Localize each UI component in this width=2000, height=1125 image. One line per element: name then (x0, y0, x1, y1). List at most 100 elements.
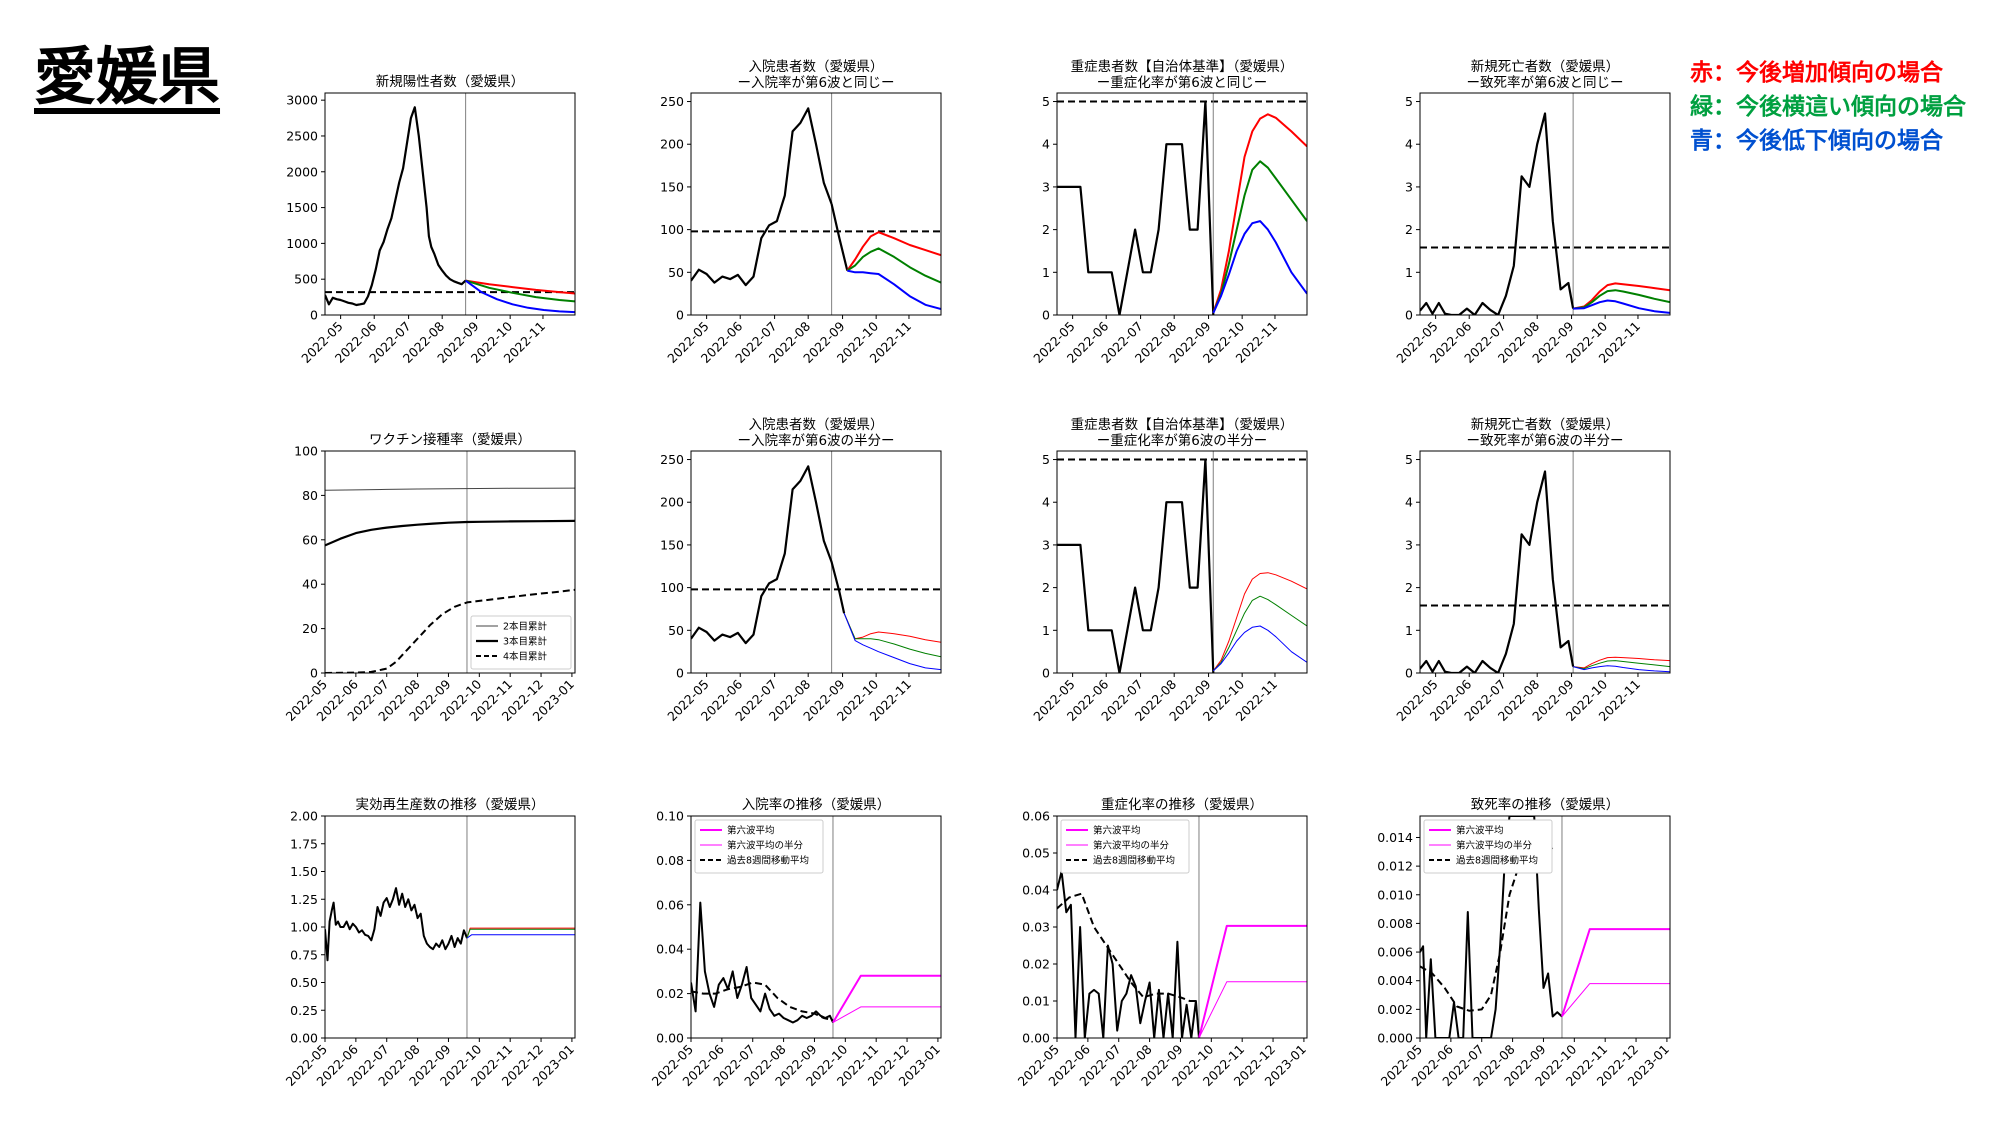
y-tick-label: 5 (1042, 452, 1050, 467)
y-tick-label: 2 (1042, 580, 1050, 595)
chart-title: 重症患者数【自治体基準】（愛媛県） (1071, 416, 1294, 433)
chart-title: 新規陽性者数（愛媛県） (376, 74, 525, 90)
series-line-1 (465, 279, 575, 295)
series-line-0 (325, 487, 575, 491)
y-tick-label: 0.00 (1022, 1031, 1050, 1046)
series-line-3 (1212, 625, 1307, 672)
chart-c34: 致死率の推移（愛媛県） 0.000 0.002 0.004 0.006 0.008 0.01… (1377, 796, 1672, 1089)
y-tick-label: 0 (1042, 666, 1050, 681)
y-tick-label: 0.02 (656, 986, 684, 1001)
plot-area (1057, 816, 1307, 1038)
y-tick-label: 0.10 (656, 809, 684, 824)
chart-title: 致死率の推移（愛媛県） (1471, 796, 1620, 813)
chart-c33: 重症化率の推移（愛媛県） 0.00 0.01 0.02 0.03 0.04 0.05 0.06… (1015, 796, 1309, 1089)
chart-title: 新規死亡者数（愛媛県） (1471, 417, 1620, 433)
chart-c22: 入院患者数（愛媛県）ー入院率が第6波の半分ー050100150200250202… (660, 417, 942, 724)
y-tick-label: 0 (310, 666, 318, 681)
y-tick-label: 0.03 (1022, 920, 1050, 935)
plot-frame (1056, 92, 1308, 316)
series-line-3 (846, 247, 941, 284)
y-tick-label: 2 (1405, 222, 1413, 237)
series-line-2 (466, 928, 575, 939)
series-line-2 (1198, 924, 1307, 1038)
chart-c11: 新規陽性者数（愛媛県）0500100015002000250030002022-… (286, 74, 576, 366)
plot-area (325, 816, 575, 1038)
series-line-4 (847, 269, 941, 310)
chart-c14: 新規死亡者数（愛媛県）ー致死率が第6波と同じー0123452022-052022… (1393, 59, 1671, 366)
plot-frame (690, 815, 942, 1039)
chart-legend: 2本目累計 3本目累計 4本目累計 (470, 615, 572, 670)
y-tick-label: 0.50 (290, 975, 318, 990)
chart-title: 入院患者数（愛媛県） (749, 417, 884, 433)
series-line-2 (1561, 928, 1670, 1017)
y-tick-label: 5 (1405, 452, 1413, 467)
y-tick-label: 0.004 (1377, 973, 1413, 988)
legend-label: 3本目累計 (503, 636, 548, 648)
legend-box (694, 819, 824, 874)
y-tick-label: 0.006 (1377, 945, 1413, 960)
y-tick-label: 80 (302, 488, 318, 503)
series-line-2 (832, 974, 941, 1024)
y-tick-label: 0 (1405, 308, 1413, 323)
series-line-2 (843, 613, 941, 658)
chart-title: 入院患者数（愛媛県） (749, 59, 884, 75)
plot-frame (1419, 450, 1671, 674)
y-tick-label: 4 (1405, 495, 1413, 510)
legend-label: 第六波平均の半分 (727, 840, 804, 852)
y-tick-label: 0.06 (656, 897, 684, 912)
series-line-0 (325, 106, 467, 307)
y-tick-label: 2.00 (290, 809, 318, 824)
color-legend-note: 赤：今後増加傾向の場合 緑：今後横這い傾向の場合 青：今後低下傾向の場合 (1690, 56, 1966, 158)
y-tick-label: 1 (1042, 623, 1050, 638)
series-line-0 (691, 107, 833, 287)
series-line-2 (325, 588, 575, 673)
legend-label: 過去8週間移動平均 (727, 855, 809, 867)
series-line-3 (1572, 665, 1670, 673)
y-tick-label: 20 (302, 621, 318, 636)
y-tick-label: 0.002 (1377, 1002, 1413, 1017)
plot-frame (324, 92, 576, 316)
y-tick-label: 0.01 (1022, 994, 1050, 1009)
y-tick-label: 3000 (286, 93, 318, 108)
chart-subtitle: ー致死率が第6波の半分ー (1466, 432, 1623, 449)
chart-c31: 実効再生産数の推移（愛媛県） 0.00 0.25 0.50 0.75 1.00 1.25 1.… (283, 797, 577, 1089)
chart-title: 実効再生産数の推移（愛媛県） (356, 797, 545, 813)
chart-subtitle: ー入院率が第6波と同じー (737, 74, 894, 91)
y-tick-label: 5 (1405, 94, 1413, 109)
y-tick-label: 0.008 (1377, 916, 1413, 931)
y-tick-label: 0.04 (1022, 883, 1050, 898)
y-tick-label: 1 (1042, 265, 1050, 280)
y-tick-label: 1 (1405, 265, 1413, 280)
y-tick-label: 0.012 (1377, 859, 1413, 874)
plot-frame (690, 450, 942, 674)
y-tick-label: 50 (668, 623, 684, 638)
y-tick-label: 100 (294, 444, 318, 459)
y-tick-label: 2000 (286, 164, 318, 179)
chart-title: 重症化率の推移（愛媛県） (1101, 796, 1263, 813)
chart-c13: 重症患者数【自治体基準】（愛媛県）ー重症化率が第6波と同じー0123452022… (1030, 58, 1308, 366)
chart-subtitle: ー致死率が第6波と同じー (1466, 74, 1623, 91)
y-tick-label: 150 (660, 179, 684, 194)
y-tick-label: 2500 (286, 128, 318, 143)
y-tick-label: 250 (660, 452, 684, 467)
y-tick-label: 0 (1042, 308, 1050, 323)
note-red: 赤：今後増加傾向の場合 (1690, 60, 1943, 86)
y-tick-label: 1.00 (290, 920, 318, 935)
y-tick-label: 1 (1405, 623, 1413, 638)
y-tick-label: 0.08 (656, 853, 684, 868)
series-line-0 (1057, 100, 1215, 315)
legend-label: 第六波平均 (1456, 825, 1504, 837)
chart-c32: 入院率の推移（愛媛県）0.000.020.040.060.080.102022-… (649, 796, 943, 1089)
chart-title: 新規死亡者数（愛媛県） (1471, 59, 1620, 75)
plot-area (325, 93, 575, 315)
y-tick-label: 0.02 (1022, 957, 1050, 972)
plot-area (325, 451, 575, 673)
series-line-1 (843, 613, 941, 643)
legend-label: 第六波平均 (727, 825, 775, 837)
plot-area (1420, 93, 1670, 315)
series-line-2 (1212, 595, 1307, 672)
y-tick-label: 3 (1405, 537, 1413, 552)
y-tick-label: 2 (1405, 580, 1413, 595)
